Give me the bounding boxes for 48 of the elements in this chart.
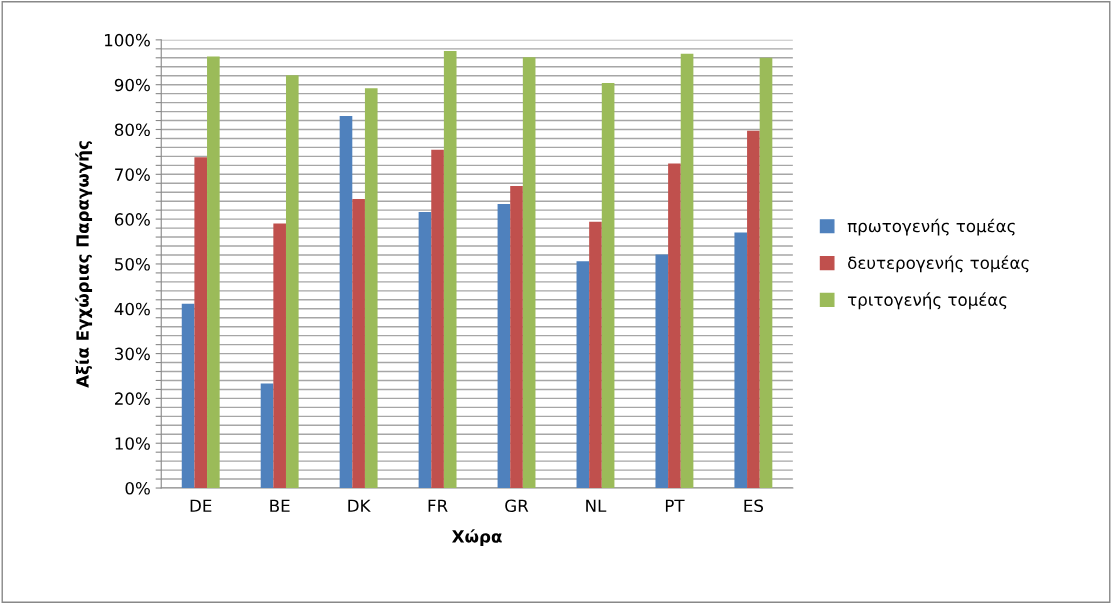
bar <box>260 383 274 489</box>
bar <box>497 203 511 489</box>
bar <box>747 130 760 489</box>
bar <box>181 303 195 489</box>
x-tick-label: FR <box>428 499 448 512</box>
bar <box>680 53 694 489</box>
bar <box>655 254 669 489</box>
bar <box>339 116 353 489</box>
bar <box>734 232 748 489</box>
bar <box>273 223 286 489</box>
y-tick-label: 10% <box>115 437 150 450</box>
y-tick-label: 30% <box>115 347 150 361</box>
x-axis-title: Χώρα <box>452 529 502 546</box>
legend-label: τριτογενής τομέας <box>847 292 1007 310</box>
y-tick-label: 40% <box>114 302 150 316</box>
bar <box>668 163 681 489</box>
bar <box>443 51 457 489</box>
bar <box>510 185 523 489</box>
bar <box>576 261 590 489</box>
bar <box>431 149 444 489</box>
legend-label: πρωτογενής τομέας <box>847 218 1015 236</box>
y-tick-label: 60% <box>114 213 150 226</box>
y-axis-title: Αξία Εγχώριας Παραγωγής <box>75 141 93 388</box>
bar <box>601 82 615 489</box>
y-tick-label: 70% <box>115 168 150 181</box>
bar <box>207 56 220 489</box>
x-tick-label: ES <box>744 499 764 513</box>
bar <box>418 211 432 489</box>
y-tick-label: 100% <box>105 33 150 47</box>
legend-label: δευτερογενής τομέας <box>848 255 1029 273</box>
bar <box>352 198 365 489</box>
y-tick-label: 0% <box>125 481 150 495</box>
bar <box>194 157 208 489</box>
x-tick-label: DE <box>190 499 212 512</box>
bar <box>364 88 378 489</box>
bar <box>522 57 536 489</box>
y-tick-label: 50% <box>115 257 150 271</box>
x-tick-label: BE <box>270 499 290 512</box>
x-tick-label: DK <box>348 499 371 512</box>
bar <box>589 221 602 489</box>
bar <box>285 75 299 489</box>
bar <box>759 57 773 489</box>
y-tick-label: 20% <box>115 392 150 405</box>
x-tick-label: NL <box>586 499 607 512</box>
y-tick-label: 90% <box>114 78 150 92</box>
y-tick-label: 80% <box>114 123 150 137</box>
x-tick-label: GR <box>505 499 529 513</box>
x-tick-label: PT <box>665 499 685 512</box>
